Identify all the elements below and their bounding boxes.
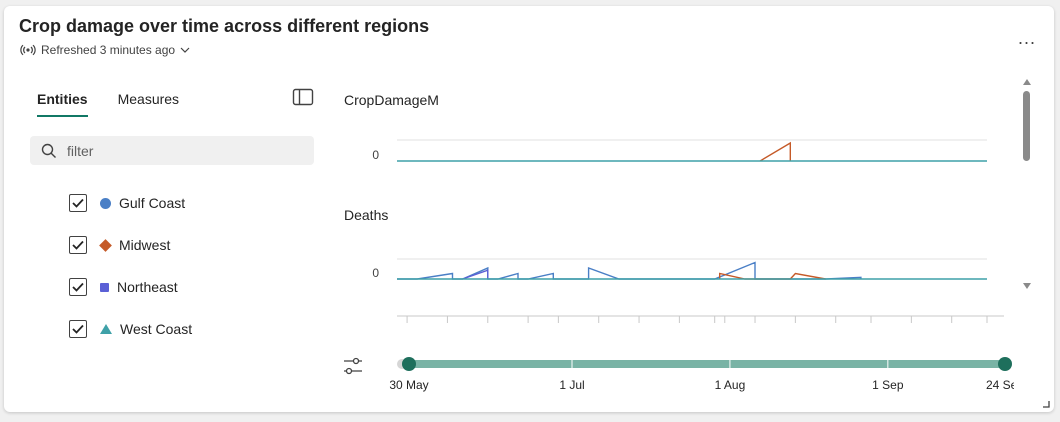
time-range-track[interactable]	[409, 360, 1005, 368]
filter-box	[30, 136, 314, 165]
chart-card: Crop damage over time across different r…	[4, 6, 1054, 412]
plot-cropdamage	[397, 141, 987, 162]
entity-label: Northeast	[117, 279, 178, 295]
time-axis-labels: 30 May 1 Jul 1 Aug 1 Sep 24 Sep	[389, 357, 1014, 392]
tab-measures[interactable]: Measures	[117, 91, 180, 107]
checkmark-icon	[72, 198, 84, 208]
search-icon	[41, 143, 56, 158]
panel-toggle-icon[interactable]	[292, 88, 314, 106]
scroll-up-icon[interactable]	[1023, 79, 1031, 85]
checkbox-gulf-coast[interactable]	[69, 194, 87, 212]
entity-gulf-coast[interactable]: Gulf Coast	[69, 182, 192, 224]
range-start-handle[interactable]	[402, 357, 416, 371]
live-broadcast-icon	[20, 44, 36, 56]
entity-label: Gulf Coast	[119, 195, 186, 211]
entity-tabs: Entities Measures	[37, 91, 179, 117]
more-options-button[interactable]: ...	[1018, 28, 1037, 48]
checkbox-midwest[interactable]	[69, 236, 87, 254]
time-range-settings-icon[interactable]	[344, 357, 362, 375]
series-line-northeast	[462, 269, 489, 280]
filter-input[interactable]	[65, 141, 299, 160]
chart-title-deaths: Deaths	[344, 207, 388, 223]
entity-label: Midwest	[119, 237, 171, 253]
circle-marker-icon	[100, 197, 111, 209]
vertical-scrollbar[interactable]	[1019, 74, 1035, 296]
resize-handle-icon[interactable]	[1042, 400, 1050, 408]
series-line-gulf-coast	[397, 261, 862, 280]
scroll-down-icon[interactable]	[1023, 283, 1031, 289]
y-tick-label: 0	[372, 266, 379, 280]
square-marker-icon	[100, 282, 109, 292]
chart-title-cropdamage: CropDamageM	[344, 92, 439, 108]
entity-northeast[interactable]: Northeast	[69, 266, 192, 308]
entity-list: Gulf Coast Midwest Northeast West Coast	[69, 182, 192, 350]
checkmark-icon	[72, 324, 84, 334]
tab-entities[interactable]: Entities	[37, 91, 88, 117]
refresh-label: Refreshed 3 minutes ago	[41, 43, 176, 57]
series-line-midwest	[719, 272, 826, 280]
chevron-down-icon	[180, 47, 190, 53]
refresh-status[interactable]: Refreshed 3 minutes ago	[20, 43, 190, 57]
scroll-thumb[interactable]	[1023, 91, 1030, 161]
y-tick-label: 0	[372, 148, 379, 162]
checkbox-west-coast[interactable]	[69, 320, 87, 338]
timeseries-charts: CropDamageM 0 Deaths 0 30 May 1 Jul 1 Aug 1…	[344, 92, 1014, 392]
time-axis-ticks	[406, 316, 988, 323]
entity-label: West Coast	[120, 321, 193, 337]
card-title: Crop damage over time across different r…	[19, 16, 430, 36]
time-axis-label: 1 Aug	[715, 378, 746, 392]
time-axis-label: 30 May	[389, 378, 428, 392]
triangle-marker-icon	[100, 324, 112, 334]
checkmark-icon	[72, 282, 84, 292]
entity-midwest[interactable]: Midwest	[69, 224, 192, 266]
series-line-midwest	[759, 141, 791, 162]
time-axis-label: 1 Jul	[559, 378, 584, 392]
checkbox-northeast[interactable]	[69, 278, 87, 296]
entity-west-coast[interactable]: West Coast	[69, 308, 192, 350]
range-end-handle[interactable]	[998, 357, 1012, 371]
checkmark-icon	[72, 240, 84, 250]
time-axis-label: 24 Sep	[986, 378, 1014, 392]
plot-deaths	[397, 261, 987, 280]
time-axis-label: 1 Sep	[872, 378, 904, 392]
